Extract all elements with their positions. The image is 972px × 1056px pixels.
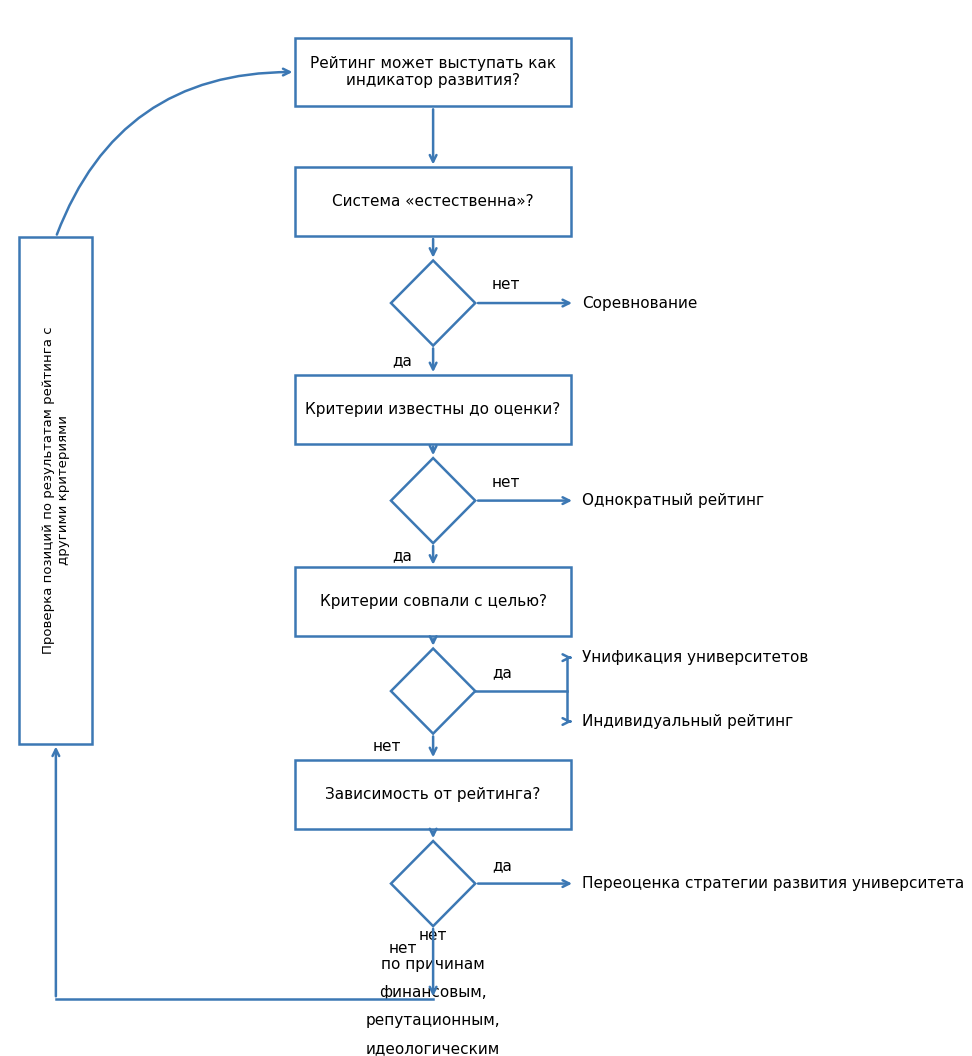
Text: да: да <box>492 665 512 680</box>
Text: финансовым,: финансовым, <box>379 985 487 1000</box>
Text: Индивидуальный рейтинг: Индивидуальный рейтинг <box>582 714 794 729</box>
Text: нет: нет <box>492 278 520 293</box>
Text: Унификация университетов: Унификация университетов <box>582 650 809 665</box>
Text: Зависимость от рейтинга?: Зависимость от рейтинга? <box>326 787 540 802</box>
FancyBboxPatch shape <box>295 375 571 444</box>
Text: да: да <box>393 353 412 367</box>
FancyBboxPatch shape <box>19 238 92 743</box>
Polygon shape <box>391 841 475 926</box>
Text: нет: нет <box>492 475 520 490</box>
Text: по причинам: по причинам <box>381 957 485 972</box>
FancyBboxPatch shape <box>295 567 571 637</box>
Polygon shape <box>391 648 475 734</box>
FancyBboxPatch shape <box>295 760 571 829</box>
Text: Однократный рейтинг: Однократный рейтинг <box>582 493 765 508</box>
Text: Соревнование: Соревнование <box>582 296 698 310</box>
Text: Критерии совпали с целью?: Критерии совпали с целью? <box>320 595 546 609</box>
Text: да: да <box>393 548 412 563</box>
Text: Проверка позиций по результатам рейтинга с
другими критериями: Проверка позиций по результатам рейтинга… <box>42 326 70 655</box>
Text: идеологическим: идеологическим <box>366 1041 501 1056</box>
Text: Система «естественна»?: Система «естественна»? <box>332 194 534 209</box>
Text: Переоценка стратегии развития университета: Переоценка стратегии развития университе… <box>582 876 965 891</box>
Text: да: да <box>492 857 512 873</box>
Polygon shape <box>391 458 475 543</box>
Text: нет: нет <box>388 941 417 956</box>
FancyBboxPatch shape <box>295 38 571 107</box>
Text: нет: нет <box>419 928 447 943</box>
Text: репутационным,: репутационным, <box>365 1014 501 1029</box>
Text: нет: нет <box>373 739 401 754</box>
FancyBboxPatch shape <box>295 167 571 237</box>
Text: Рейтинг может выступать как
индикатор развития?: Рейтинг может выступать как индикатор ра… <box>310 56 556 89</box>
Text: Критерии известны до оценки?: Критерии известны до оценки? <box>305 402 561 417</box>
Polygon shape <box>391 261 475 345</box>
